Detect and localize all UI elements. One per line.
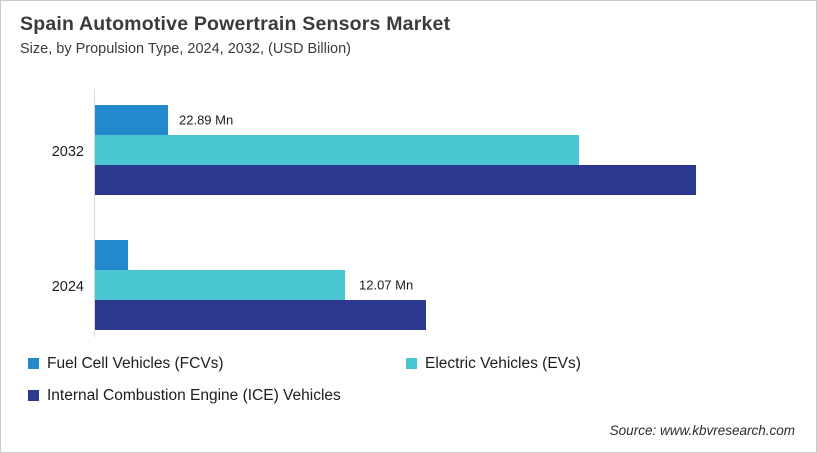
bar-fcv-2032[interactable]: [95, 105, 168, 135]
legend-row-2: Internal Combustion Engine (ICE) Vehicle…: [28, 384, 798, 412]
legend-label-fcv: Fuel Cell Vehicles (FCVs): [47, 355, 224, 372]
legend-item-fcv[interactable]: Fuel Cell Vehicles (FCVs): [28, 356, 224, 372]
bar-value-label-ev-2024: 12.07 Mn: [359, 277, 414, 293]
legend-swatch-fcv-icon: [28, 358, 39, 370]
bar-value-label-ev-2032: 22.89 Mn: [179, 112, 234, 128]
legend-item-ev[interactable]: Electric Vehicles (EVs): [406, 356, 581, 372]
legend-swatch-ev-icon: [406, 358, 417, 370]
bar-row-ice-2032: [95, 165, 696, 195]
bar-row-ice-2024: [95, 300, 426, 330]
legend-item-ice[interactable]: Internal Combustion Engine (ICE) Vehicle…: [28, 388, 341, 404]
bar-row-fcv-2032: [95, 105, 168, 135]
value-axis-line: [94, 89, 95, 337]
bar-fcv-2024[interactable]: [95, 240, 128, 270]
legend-swatch-ice-icon: [28, 390, 39, 402]
bar-row-fcv-2024: [95, 240, 128, 270]
chart-legend: Fuel Cell Vehicles (FCVs) Electric Vehic…: [28, 356, 798, 412]
bar-ev-2024[interactable]: [95, 270, 345, 300]
category-label-2032: 2032: [51, 144, 84, 160]
bar-ev-2032[interactable]: [95, 135, 579, 165]
bar-row-ev-2032: [95, 135, 579, 165]
bar-row-ev-2024: [95, 270, 345, 300]
bar-ice-2032[interactable]: [95, 165, 696, 195]
legend-row-1: Fuel Cell Vehicles (FCVs) Electric Vehic…: [28, 356, 798, 384]
plot-area: 2032 22.89 Mn 2024 1: [1, 89, 816, 341]
category-label-2024: 2024: [51, 279, 84, 295]
legend-label-ice: Internal Combustion Engine (ICE) Vehicle…: [47, 387, 341, 404]
legend-label-ev: Electric Vehicles (EVs): [425, 355, 581, 372]
chart-header: Spain Automotive Powertrain Sensors Mark…: [20, 12, 780, 59]
bar-ice-2024[interactable]: [95, 300, 426, 330]
chart-subtitle: Size, by Propulsion Type, 2024, 2032, (U…: [20, 41, 351, 58]
source-note: Source: www.kbvresearch.com: [609, 423, 795, 438]
page-title: Spain Automotive Powertrain Sensors Mark…: [20, 13, 451, 35]
